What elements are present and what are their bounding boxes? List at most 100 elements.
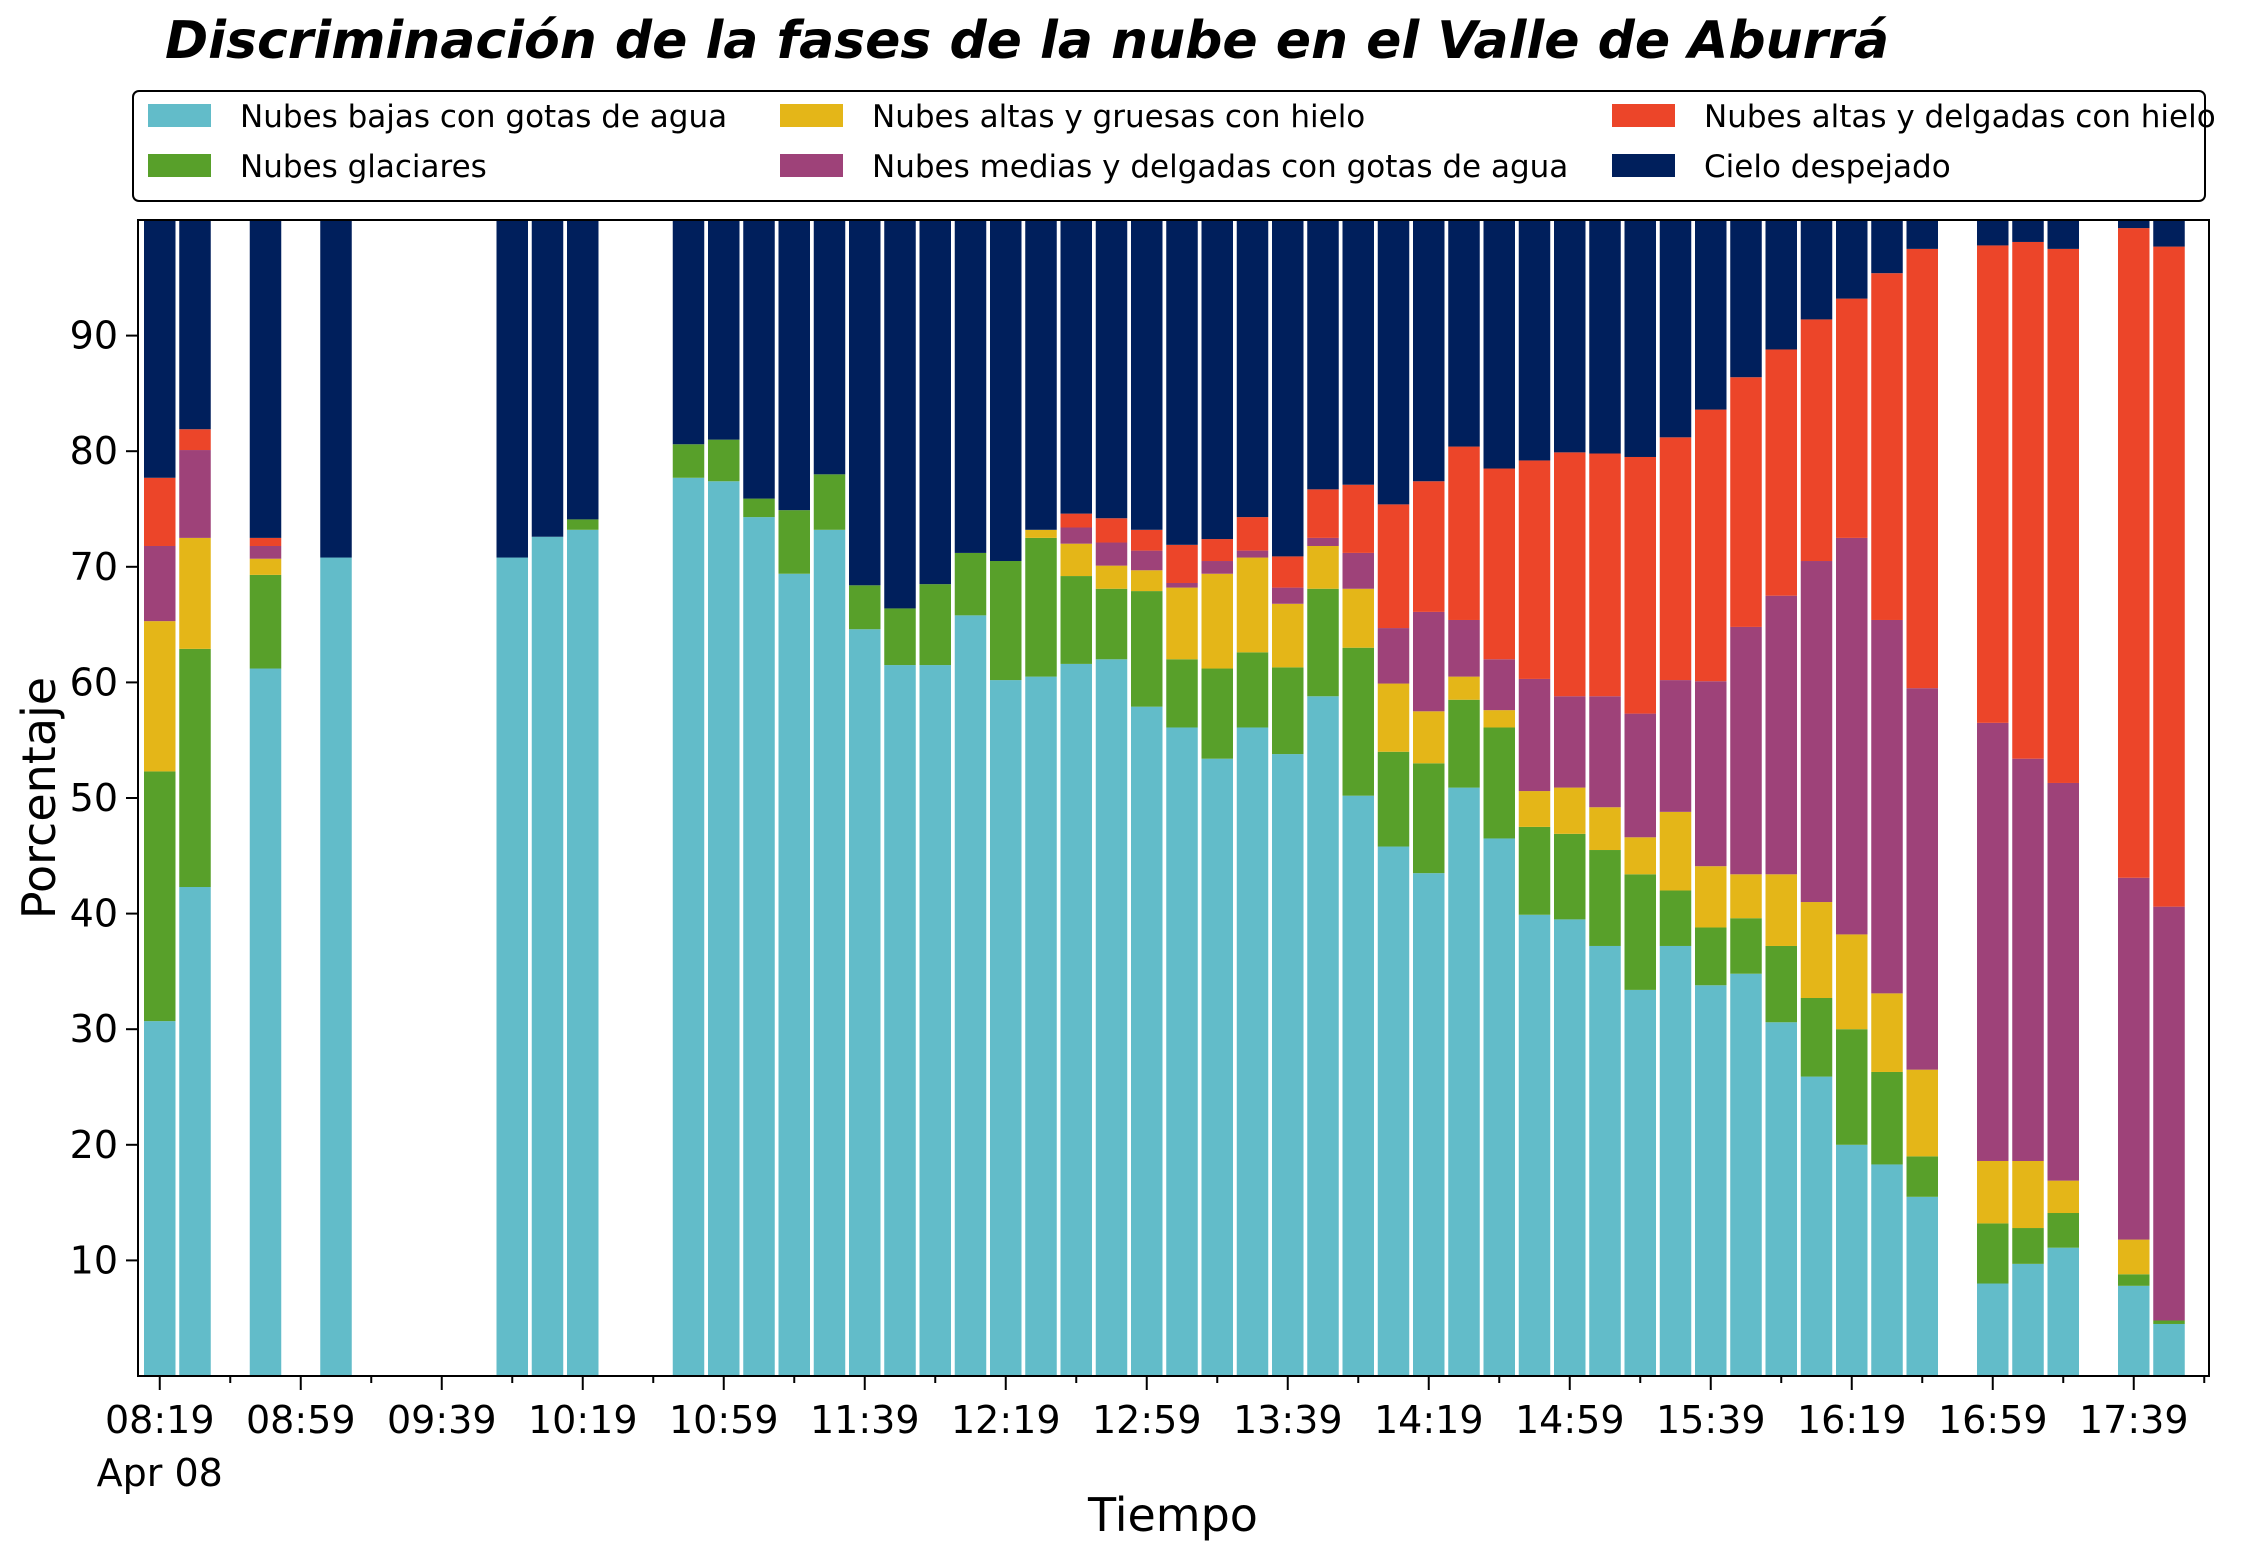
bar-stack [1272, 220, 1304, 1376]
bar-segment [1201, 573, 1233, 669]
x-tick-label: 12:19 [951, 1398, 1061, 1442]
bar-segment [743, 517, 775, 1376]
bar-segment [1589, 220, 1621, 454]
bar-segment [1659, 890, 1692, 946]
bar-segment [1695, 409, 1727, 682]
bar-stack [1483, 220, 1515, 1376]
bar-stack [1871, 220, 1903, 1376]
bar-segment [919, 584, 951, 666]
bar-segment [1483, 220, 1515, 469]
x-tick-label: 14:59 [1515, 1398, 1625, 1442]
bar-segment [1236, 557, 1269, 653]
bar-segment [1554, 220, 1586, 453]
bar-segment [1166, 587, 1198, 660]
bar-segment [1060, 527, 1092, 544]
bar-segment [1906, 248, 1938, 689]
bar-segment [1448, 446, 1480, 620]
y-tick-label: 20 [70, 1123, 118, 1167]
bar-segment [1589, 453, 1621, 697]
bar-segment [1166, 659, 1198, 728]
bar-segment [708, 439, 740, 482]
bar-segment [249, 545, 282, 559]
y-axis-label: Porcentaje [12, 677, 66, 919]
bar-segment [1730, 918, 1762, 974]
bar-segment [320, 557, 352, 1376]
bar-segment [1413, 873, 1445, 1376]
bar-segment [1413, 220, 1445, 482]
bar-segment [1977, 1160, 2009, 1224]
bar-segment [1765, 349, 1797, 596]
bar-segment [1518, 826, 1551, 915]
legend-label: Nubes bajas con gotas de agua [240, 99, 727, 135]
bar-segment [144, 771, 176, 1022]
bar-segment [249, 668, 282, 1376]
bar-segment [1201, 758, 1233, 1376]
bar-segment [1589, 945, 1621, 1376]
x-tick-label: 15:39 [1656, 1398, 1766, 1442]
bar-segment [1765, 874, 1797, 946]
legend-swatch [780, 154, 843, 177]
bar-segment [567, 529, 599, 1376]
bar-segment [1624, 837, 1656, 875]
bar-segment [990, 220, 1022, 562]
bar-segment [179, 429, 211, 451]
bar-stack [743, 220, 775, 1376]
bar-segment [2047, 1247, 2079, 1376]
y-tick-label: 40 [70, 892, 118, 936]
bar-segment [1377, 504, 1410, 629]
legend-item: Nubes altas y gruesas con hielo [780, 99, 1365, 135]
bar-segment [990, 680, 1022, 1376]
bar-segment [1307, 588, 1339, 697]
bar-segment [2118, 1274, 2150, 1286]
bar-segment [2047, 1180, 2079, 1214]
bar-segment [1871, 273, 1903, 620]
bar-segment [1977, 722, 2009, 1161]
legend-swatch [780, 104, 843, 127]
bar-stack [1977, 220, 2009, 1376]
bar-segment [1871, 220, 1903, 274]
bar-segment [1307, 537, 1339, 546]
bar-stack [1906, 220, 1938, 1376]
bar-stack [1060, 220, 1092, 1376]
bar-segment [1800, 561, 1833, 903]
bar-segment [2153, 1323, 2185, 1376]
bar-segment [1589, 850, 1621, 946]
x-tick-label: 16:59 [1938, 1398, 2048, 1442]
bar-segment [1166, 544, 1198, 583]
bar-segment [1589, 696, 1621, 808]
y-tick-label: 90 [70, 314, 118, 358]
bar-segment [144, 1021, 176, 1376]
bar-segment [1236, 220, 1269, 518]
bar-segment [567, 220, 599, 520]
bar-segment [813, 474, 846, 530]
bar-segment [1413, 763, 1445, 874]
bar-segment [179, 648, 211, 888]
bar-segment [1095, 220, 1128, 519]
bar-segment [179, 220, 211, 430]
y-tick-label: 30 [70, 1007, 118, 1051]
bar-segment [144, 220, 176, 478]
bar-stack [884, 220, 916, 1376]
bar-stack [1236, 220, 1269, 1376]
bar-segment [1483, 468, 1515, 660]
bar-stack [919, 220, 951, 1376]
bar-segment [1060, 576, 1092, 664]
bar-segment [1695, 927, 1727, 986]
legend-swatch [1612, 154, 1675, 177]
bar-segment [954, 615, 987, 1376]
bar-stack [778, 220, 810, 1376]
bar-segment [1836, 934, 1868, 1030]
bar-segment [1377, 683, 1410, 752]
bar-segment [1483, 659, 1515, 711]
legend-swatch [1612, 104, 1675, 127]
bar-segment [249, 537, 282, 546]
bar-segment [1695, 985, 1727, 1376]
y-tick-label: 70 [70, 545, 118, 589]
bar-segment [1060, 663, 1092, 1376]
bar-segment [1060, 220, 1092, 514]
bar-stack [144, 220, 176, 1376]
bar-segment [708, 481, 740, 1376]
bar-segment [1836, 537, 1868, 935]
legend-label: Nubes medias y delgadas con gotas de agu… [872, 149, 1568, 185]
bar-segment [1095, 518, 1128, 543]
